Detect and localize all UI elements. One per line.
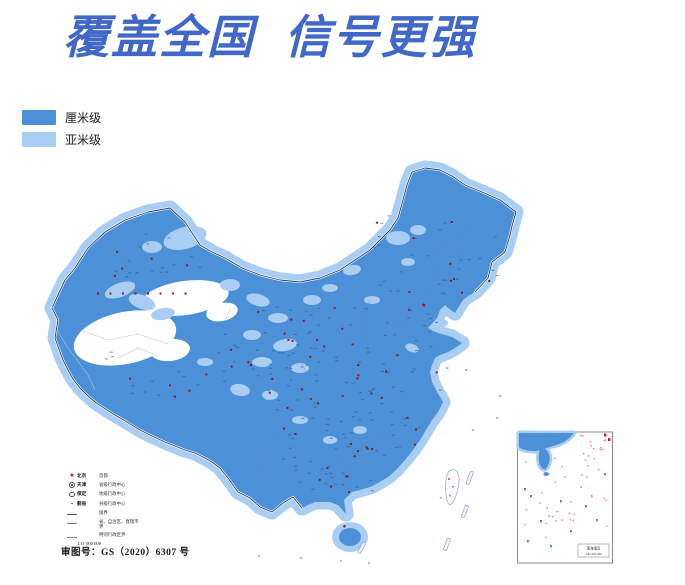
hainan-island xyxy=(339,528,361,546)
inset-title: 南海诸岛 xyxy=(587,546,601,551)
national-border xyxy=(50,166,518,514)
coverage-legend-item-submeter: 亚米级 xyxy=(22,131,101,147)
uncovered-boundary-lines xyxy=(56,329,169,391)
legend-city-name: 蓟县 xyxy=(77,500,87,506)
capital-star-icon: ★ xyxy=(421,302,426,309)
legend-desc: 地级行政中心 xyxy=(99,491,126,497)
legend-city-name: 天津 xyxy=(77,482,87,488)
inset-blue-islets xyxy=(524,473,606,548)
cm-level-swatch xyxy=(22,109,56,125)
city-dots xyxy=(97,221,491,528)
cm-level-label: 厘米级 xyxy=(65,110,102,125)
island-group-markers xyxy=(357,470,474,554)
legend-row-province-capital: 天津 省级行政中心 xyxy=(67,482,141,489)
legend-row-county: 蓟县 县级行政中心 xyxy=(67,501,141,507)
legend-row-national-boundary: 国界 xyxy=(67,510,141,516)
legend-row-sar-boundary: 特别行政区界 xyxy=(67,532,141,538)
map-symbol-legend: ★ 北京 首都 天津 省级行政中心 保定 地级行政中心 蓟县 县级行政中心 国界 xyxy=(67,473,141,547)
city-label-noise xyxy=(105,215,499,492)
double-circle-icon xyxy=(69,482,75,489)
national-boundary-line-icon xyxy=(67,514,77,516)
uncovered-regions xyxy=(73,280,238,366)
province-boundaries xyxy=(219,221,471,486)
legend-row-capital: ★ 北京 首都 xyxy=(67,473,141,479)
legend-desc: 县级行政中心 xyxy=(99,500,126,506)
coverage-legend: 厘米级 亚米级 xyxy=(22,109,101,153)
submeter-level-swatch xyxy=(22,131,56,147)
legend-desc: 省、自治区、直辖市界 xyxy=(99,518,139,529)
map-scale: 1∶11 000 000 xyxy=(77,541,101,547)
submeter-level-label: 亚米级 xyxy=(65,132,102,147)
legend-row-province-boundary: 省、自治区、直辖市界 xyxy=(67,519,141,529)
dot-icon xyxy=(71,502,73,505)
legend-desc: 首都 xyxy=(99,473,108,478)
legend-desc: 省级行政中心 xyxy=(99,482,126,488)
page-title: 覆盖全国 信号更强 xyxy=(63,11,477,63)
inset-title-box xyxy=(577,543,610,558)
legend-desc: 国界 xyxy=(99,509,108,515)
inset-scale: 1∶31 000 000 xyxy=(585,552,602,556)
map-approval-number: 审图号：GS（2020）6307 号 xyxy=(61,548,190,558)
legend-city-name: 北京 xyxy=(77,473,87,478)
legend-row-prefecture: 保定 地级行政中心 xyxy=(67,491,141,498)
south-china-sea-inset: 南海诸岛 1∶31 000 000 xyxy=(516,430,613,564)
circle-icon xyxy=(69,491,75,498)
submeter-patches xyxy=(104,225,448,444)
inset-island-labels xyxy=(524,434,608,539)
inset-red-marks xyxy=(604,433,611,441)
coverage-legend-item-cm: 厘米级 xyxy=(22,109,101,125)
sar-boundary-line-icon xyxy=(67,536,77,538)
province-boundary-line-icon xyxy=(67,523,77,525)
legend-desc: 特别行政区界 xyxy=(99,532,126,538)
taiwan-island xyxy=(440,469,460,506)
capital-star-icon: ★ xyxy=(69,473,75,479)
legend-city-name: 保定 xyxy=(77,491,87,497)
